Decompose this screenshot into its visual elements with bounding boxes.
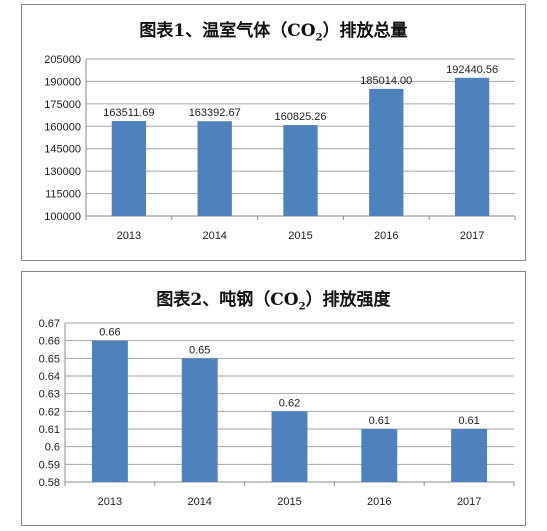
y-tick-label: 0.58 [39,477,60,489]
y-tick-label: 205000 [44,54,81,66]
y-tick-label: 0.63 [39,389,60,401]
y-tick-label: 130000 [44,166,81,178]
y-tick-label: 145000 [44,144,81,156]
x-tick-label: 2016 [367,496,391,508]
x-tick-label: 2016 [374,230,398,242]
chart-panel-emissions-total: 图表1、温室气体（CO2）排放总量 100000 115000 130000 1450… [21,4,526,261]
chart-title: 图表2、吨钢（CO2）排放强度 [156,290,391,313]
x-tick-label: 2013 [117,230,141,242]
y-tick-label: 0.61 [39,424,60,436]
y-tick-label: 175000 [44,99,81,111]
y-tick-label: 160000 [44,121,81,133]
chart-title: 图表1、温室气体（CO2）排放总量 [139,21,408,44]
y-tick-label: 100000 [44,211,81,223]
y-tick-label: 0.6 [45,442,60,454]
y-tick-label: 190000 [44,76,81,88]
x-tick-label: 2017 [457,496,481,508]
data-label: 0.65 [189,344,210,356]
bar-2017 [451,429,488,482]
data-label: 160825.26 [275,111,327,123]
y-tick-label: 0.59 [39,459,60,471]
x-tick-label: 2014 [187,496,211,508]
y-tick-label: 0.67 [39,318,60,330]
x-tick-label: 2013 [98,496,122,508]
chart-panel-emission-intensity: 图表2、吨钢（CO2）排放强度 0.58 0.59 0.6 0.61 0.62 0.63 0… [21,271,526,526]
y-tick-label: 0.64 [39,371,60,383]
x-tick-label: 2015 [288,230,312,242]
data-label: 0.61 [458,415,479,427]
bar-2014 [197,121,232,216]
x-tick-label: 2017 [460,230,484,242]
data-label: 0.66 [99,327,120,339]
data-label: 192440.56 [446,64,498,76]
y-tick-label: 0.62 [39,406,60,418]
data-label: 0.62 [279,397,300,409]
data-label: 163392.67 [189,107,241,119]
bar-2017 [454,77,490,216]
y-tick-label: 0.66 [39,336,60,348]
bar-chart-emission-intensity: 0.58 0.59 0.6 0.61 0.62 0.63 0.64 0.65 0.66 0.67 0… [39,318,515,508]
bar-2016 [369,88,404,216]
data-label: 163511.69 [103,107,154,119]
bar-2015 [271,411,308,482]
x-tick-label: 2015 [277,496,301,508]
y-tick-label: 0.65 [39,353,60,365]
bar-2013 [111,121,147,216]
bar-2016 [361,429,398,482]
data-label: 185014.00 [360,75,412,87]
x-tick-label: 2014 [202,230,226,242]
bar-2013 [91,340,128,482]
data-label: 0.61 [369,415,390,427]
bar-chart-emissions-total: 100000 115000 130000 145000 160000 175000 1900… [44,54,516,242]
bar-2015 [283,125,318,216]
y-tick-label: 115000 [45,189,81,201]
bar-2014 [181,358,218,482]
